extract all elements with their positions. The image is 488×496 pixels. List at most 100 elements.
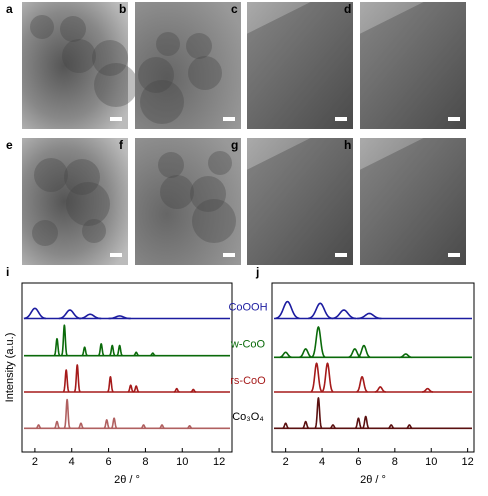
peak (361, 415, 370, 429)
peak (77, 422, 85, 430)
peak (97, 343, 105, 357)
peak (310, 362, 323, 393)
peak (110, 417, 118, 429)
peak (127, 384, 135, 393)
scale-bar (223, 117, 235, 121)
tem-image (135, 138, 241, 265)
peak (132, 385, 140, 393)
peak (79, 313, 102, 320)
tem-image (360, 138, 466, 265)
peak (308, 302, 333, 320)
tem-image (247, 138, 353, 265)
x-tick-label: 4 (69, 456, 75, 468)
x-axis-label: 2θ / ° (360, 474, 386, 486)
peak (140, 424, 147, 430)
xrd-trace (274, 300, 472, 320)
peak (173, 387, 181, 393)
peak (301, 420, 310, 430)
tem-image (247, 2, 353, 129)
peak (81, 346, 89, 357)
peak (60, 324, 68, 356)
x-tick-label: 6 (355, 456, 361, 468)
tem-image (360, 2, 466, 129)
peak (331, 309, 356, 320)
particle (190, 176, 226, 212)
peak (275, 300, 300, 320)
scale-bar (223, 253, 235, 257)
xrd-trace (274, 397, 472, 430)
tem-image (22, 2, 128, 129)
xrd-trace: CoOOH (23, 301, 268, 320)
particle (208, 151, 232, 175)
y-axis-label: Intensity (a.u.) (4, 333, 16, 403)
x-tick-label: 8 (142, 456, 148, 468)
peak (356, 344, 371, 359)
particle (138, 57, 174, 93)
peak (53, 337, 61, 357)
particle (160, 175, 194, 209)
xrd-trace: rs-CoO (24, 364, 266, 393)
panel-letter: c (231, 2, 238, 16)
peak (329, 424, 337, 430)
particle (82, 219, 106, 243)
particle (64, 159, 100, 195)
material-edge (247, 138, 353, 265)
xrd-trace (274, 326, 472, 359)
panel-letter: e (6, 138, 13, 152)
particle (192, 199, 236, 243)
peak (35, 424, 42, 430)
particle (92, 40, 128, 76)
panel-letter: d (344, 2, 351, 16)
legend-label: rs-CoO (230, 375, 266, 387)
peak (108, 315, 131, 320)
x-tick-label: 8 (392, 456, 398, 468)
scale-bar (448, 117, 460, 121)
material-edge (247, 2, 353, 129)
legend-label: CoOOH (228, 301, 267, 313)
plot-frame (271, 282, 475, 453)
peak (321, 362, 334, 393)
panel-letter: a (6, 2, 13, 16)
peak (387, 424, 396, 430)
scale-bar (335, 117, 347, 121)
x-tick-label: 10 (425, 456, 437, 468)
peak (298, 348, 313, 359)
scale-bar (110, 253, 122, 257)
x-tick-label: 12 (213, 456, 225, 468)
peak (281, 422, 290, 430)
peak (103, 419, 111, 429)
panel-letter: g (231, 138, 238, 152)
scale-bar (448, 253, 460, 257)
peak (189, 388, 197, 393)
x-tick-label: 4 (319, 456, 325, 468)
x-tick-label: 6 (106, 456, 112, 468)
peak (73, 364, 81, 393)
peak (357, 312, 382, 320)
particle (156, 32, 180, 56)
peak (53, 420, 61, 430)
peak (116, 344, 124, 357)
particle (188, 56, 222, 90)
peak (354, 417, 363, 429)
x-tick-label: 2 (32, 456, 38, 468)
particle (62, 39, 96, 73)
x-tick-label: 10 (176, 456, 188, 468)
xrd-trace: Co₃O₄ (24, 398, 264, 430)
panel-letter: b (119, 2, 126, 16)
particle (66, 182, 110, 226)
peak (398, 353, 413, 359)
peak (311, 326, 326, 358)
particle (158, 152, 184, 178)
particle (30, 15, 54, 39)
panel-letter: f (119, 138, 124, 152)
xrd-trace: w-CoO (24, 324, 266, 357)
peak (108, 344, 116, 357)
panel-letter: j (255, 265, 259, 279)
peak (158, 424, 166, 430)
x-tick-label: 2 (283, 456, 289, 468)
peak (314, 397, 323, 429)
scale-bar (110, 117, 122, 121)
peak (132, 351, 140, 357)
plot-frame (21, 282, 233, 453)
